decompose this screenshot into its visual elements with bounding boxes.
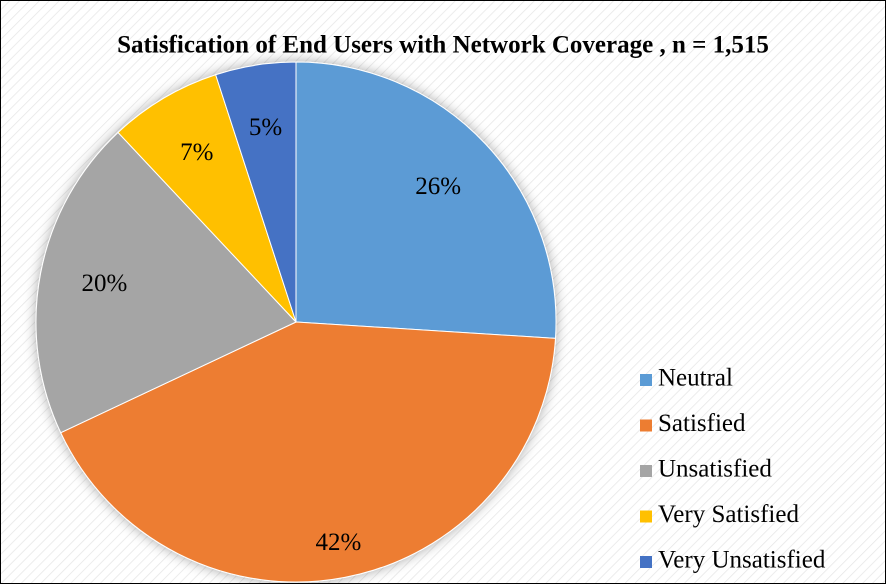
data-label: 42% [315, 529, 361, 556]
legend-swatch [640, 556, 652, 568]
pie-slice [35, 131, 297, 434]
pie-slice [295, 61, 557, 339]
chart-title: Satisfication of End Users with Network … [117, 32, 769, 59]
data-label: 20% [82, 270, 128, 297]
pie [35, 61, 557, 583]
pie-slice [215, 61, 297, 323]
legend-label: Very Satisfied [658, 501, 799, 528]
data-label: 26% [415, 173, 461, 200]
legend-label: Unsatisfied [658, 456, 772, 483]
pie-slice [117, 74, 297, 323]
legend-swatch [640, 374, 652, 386]
legend-swatch [640, 465, 652, 477]
legend-swatch [640, 510, 652, 523]
legend-label: Neutral [658, 365, 733, 392]
data-label: 5% [249, 114, 282, 141]
legend-swatch [640, 419, 652, 432]
pie-slice [60, 321, 557, 583]
legend-label: Satisfied [658, 410, 746, 437]
data-label: 7% [180, 139, 213, 166]
legend-label: Very Unsatisfied [658, 547, 826, 574]
